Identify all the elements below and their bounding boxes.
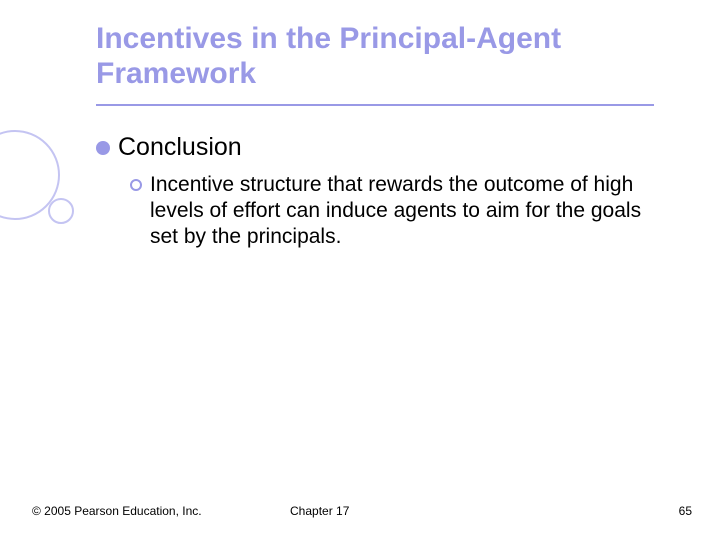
- body: Conclusion Incentive structure that rewa…: [96, 134, 656, 250]
- footer-page-number: 65: [679, 504, 692, 518]
- slide-title: Incentives in the Principal-Agent Framew…: [96, 22, 561, 91]
- footer: © 2005 Pearson Education, Inc. Chapter 1…: [0, 504, 720, 540]
- title-divider: [96, 104, 654, 106]
- decor-circle-small: [48, 198, 74, 224]
- bullet-level1: Conclusion: [96, 134, 656, 162]
- title-line-1: Incentives in the Principal-Agent: [96, 22, 561, 57]
- ring-bullet-icon: [130, 179, 142, 191]
- footer-copyright: © 2005 Pearson Education, Inc.: [32, 504, 202, 518]
- level2-text: Incentive structure that rewards the out…: [150, 172, 656, 251]
- footer-chapter: Chapter 17: [290, 504, 349, 518]
- bullet-level2: Incentive structure that rewards the out…: [130, 172, 656, 251]
- disc-bullet-icon: [96, 141, 110, 155]
- level1-text: Conclusion: [118, 134, 242, 162]
- title-line-2: Framework: [96, 57, 561, 92]
- slide: Incentives in the Principal-Agent Framew…: [0, 0, 720, 540]
